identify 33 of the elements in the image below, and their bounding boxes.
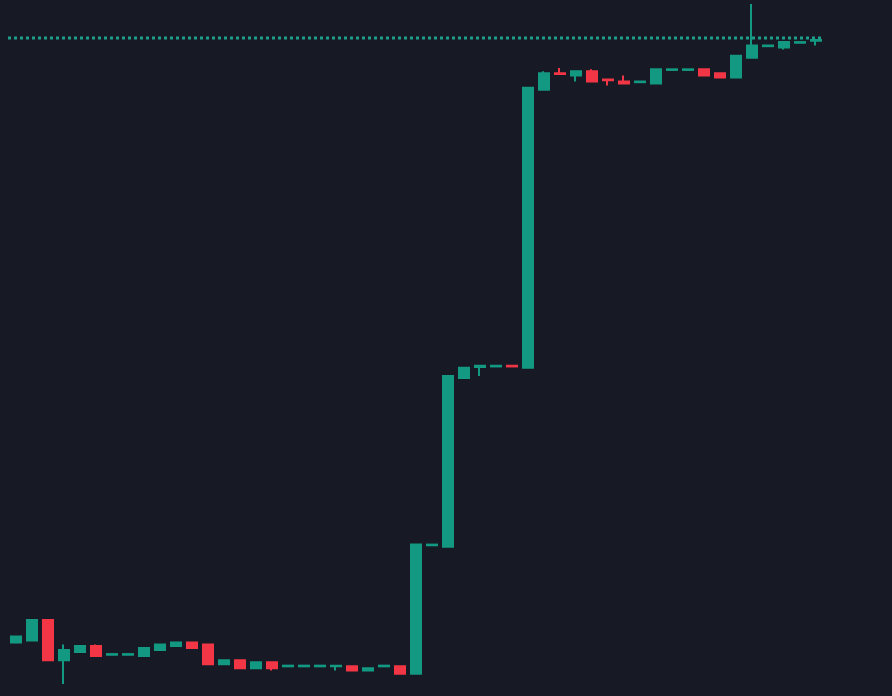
candlestick [554, 66, 566, 76]
candlestick [474, 364, 486, 377]
candlestick [410, 543, 422, 675]
candlestick [458, 366, 470, 379]
candlestick [154, 643, 166, 651]
candlestick [698, 68, 710, 77]
candlestick [330, 664, 342, 672]
candlestick [442, 374, 454, 548]
candlestick [170, 641, 182, 647]
candlestick [586, 68, 598, 83]
candlestick [58, 643, 70, 685]
candlestick [90, 643, 102, 658]
candlestick [138, 646, 150, 658]
candlestick [42, 619, 54, 662]
candlestick [538, 70, 550, 91]
candlestick [394, 665, 406, 675]
candlestick [26, 619, 38, 642]
candlestick [74, 644, 86, 654]
candlestick [730, 54, 742, 79]
candlestick [714, 72, 726, 79]
candlestick [234, 659, 246, 670]
candlestick [218, 659, 230, 666]
candlestick [346, 665, 358, 672]
candlestick [618, 74, 630, 85]
candlestick [202, 643, 214, 666]
candlestick [186, 641, 198, 649]
candlestick [602, 78, 614, 87]
candlestick [570, 70, 582, 83]
candlestick [266, 661, 278, 672]
candlestick [250, 661, 262, 670]
candlestick [10, 635, 22, 644]
candlestick [522, 86, 534, 369]
candlestick [650, 68, 662, 85]
